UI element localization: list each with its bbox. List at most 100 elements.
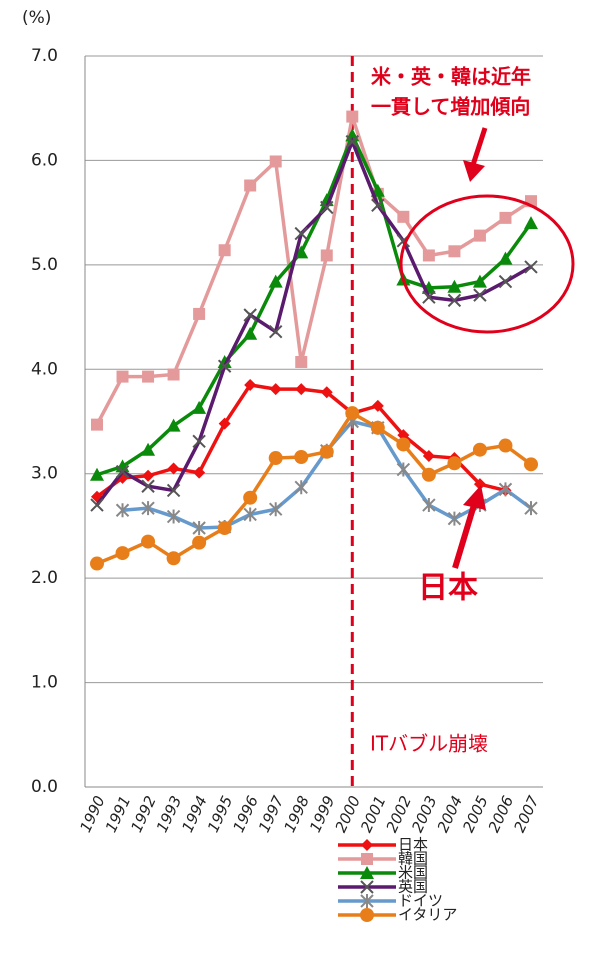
marker [498,274,513,289]
marker [294,245,309,259]
highlight-ellipse [399,194,575,334]
x-tick-label: 2007 [510,793,543,836]
marker [422,290,436,304]
marker [447,279,462,293]
marker [167,368,180,381]
marker [294,226,308,241]
marker [422,249,435,262]
marker [243,507,257,522]
y-tick-label: 6.0 [31,150,58,170]
marker [141,534,156,549]
legend-marker [360,894,374,908]
marker [90,467,104,481]
legend-marker [360,866,374,879]
marker [115,503,130,518]
marker [498,438,513,453]
marker [90,556,104,571]
marker [166,551,181,566]
marker [141,442,156,456]
marker [192,434,206,449]
marker [397,210,410,223]
y-tick-label: 4.0 [31,359,58,379]
marker [320,386,333,399]
marker [422,449,435,462]
marker [192,535,207,550]
legend-label: 米国 [398,864,428,882]
marker [217,521,232,536]
marker [499,211,512,224]
legend-label: 韓国 [398,850,428,868]
marker [319,444,334,459]
legend-label: ドイツ [398,892,443,910]
marker [498,251,513,265]
marker [268,324,283,339]
marker [320,249,333,262]
marker [472,274,487,288]
annotation: 日本 [418,571,478,606]
marker [397,429,410,442]
marker [524,216,538,230]
y-tick-label: 1.0 [31,673,58,693]
marker [217,354,232,368]
marker [115,546,130,561]
legend-marker [360,880,374,894]
series-line [95,136,532,507]
marker [91,418,103,431]
marker [524,457,538,472]
legend-label: イタリア [398,906,457,924]
legend-label: 英国 [398,878,428,896]
marker [193,466,206,479]
marker [345,134,360,149]
marker [244,179,257,192]
marker [244,378,257,391]
marker [396,462,411,477]
marker [294,480,308,495]
y-tick-label: 7.0 [31,46,58,66]
marker [320,200,334,215]
marker [269,155,282,168]
marker [142,370,155,383]
legend-marker [360,908,374,922]
marker [116,370,129,383]
marker [268,451,283,466]
marker [115,464,130,479]
marker [166,418,181,432]
arrow [470,127,488,166]
marker [90,498,104,512]
marker [217,359,232,373]
marker [294,450,309,465]
marker [142,469,155,482]
legend-marker [361,853,373,865]
marker [218,417,231,430]
marker [218,244,231,257]
marker [447,293,462,308]
marker [448,245,461,258]
marker [243,326,258,340]
arrow-head [463,485,486,510]
annotation: 一貫して増加傾向 [371,95,530,119]
marker [421,467,436,482]
legend-label: 日本 [398,836,428,854]
annotation: 米・英・韓は近年 [371,65,531,89]
marker [243,308,257,322]
marker [193,307,206,320]
marker [473,229,486,242]
legend-marker [361,839,373,851]
annotation: ITバブル崩壊 [370,732,488,756]
marker [396,437,411,452]
y-tick-label: 0.0 [31,777,58,797]
marker [268,274,283,288]
marker [371,198,385,213]
marker [422,498,436,513]
marker [370,420,385,435]
marker [166,509,181,524]
marker [498,482,513,497]
marker [141,501,155,516]
marker [192,400,207,414]
marker [192,521,206,536]
marker [473,288,487,302]
marker [447,511,462,526]
marker [345,406,360,421]
marker [447,456,462,471]
